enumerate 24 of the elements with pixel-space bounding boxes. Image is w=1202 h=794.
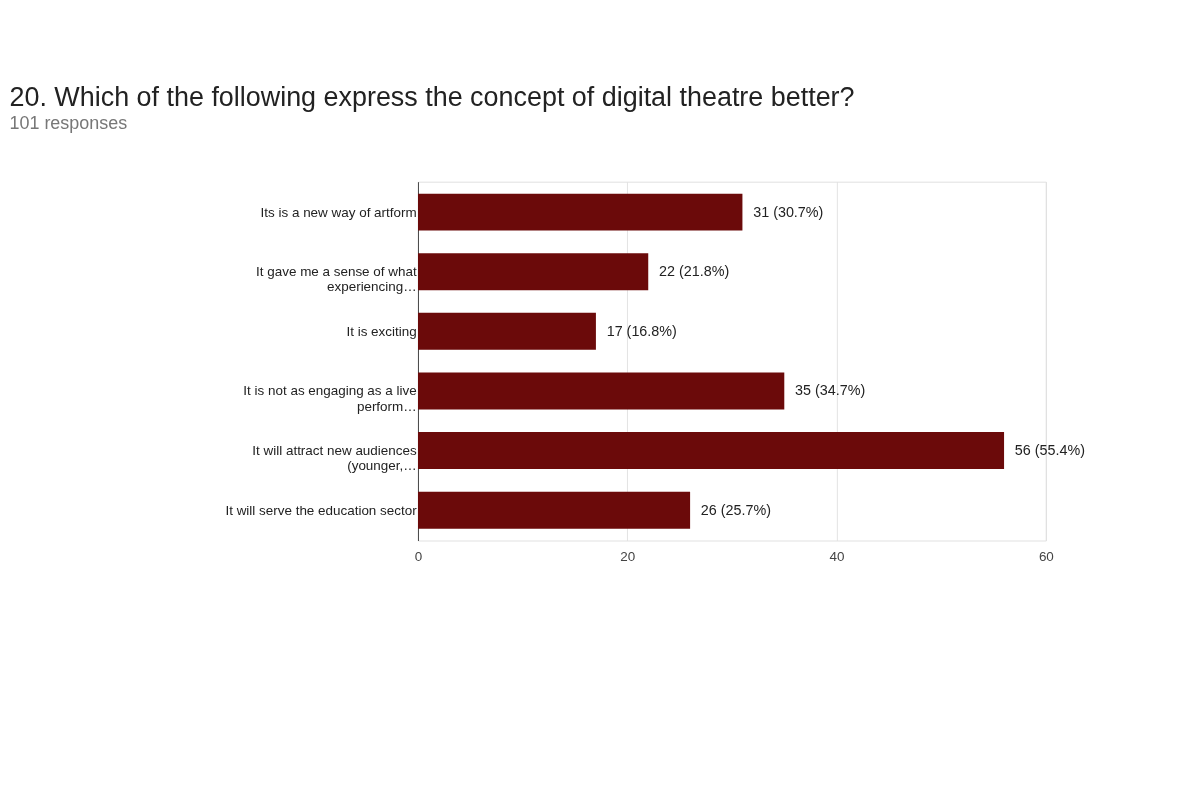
data-label: 35 (34.7%) xyxy=(795,382,866,399)
x-tick-label: 40 xyxy=(829,548,845,564)
bar xyxy=(418,372,785,410)
bar xyxy=(418,491,691,529)
y-tick-label: It will serve the education sector xyxy=(225,502,418,518)
y-tick-label: It gave me a sense of what experiencing… xyxy=(256,264,417,295)
data-label: 56 (55.4%) xyxy=(1014,442,1085,459)
chart-title: 20. Which of the following express the concept of digital theatre better? xyxy=(9,82,855,113)
x-tick-label: 60 xyxy=(1038,548,1054,564)
data-label: 22 (21.8%) xyxy=(659,263,730,280)
data-label: 26 (25.7%) xyxy=(700,501,772,518)
bar xyxy=(418,193,743,231)
y-tick-label: Its is a new way of artform xyxy=(260,204,417,220)
text: 101 responses xyxy=(9,112,128,133)
data-label: 31 (30.7%) xyxy=(753,203,824,220)
y-tick-label: It is exciting xyxy=(346,323,417,339)
y-tick-label: It will attract new audiences (younger,… xyxy=(252,443,417,474)
bar xyxy=(418,253,649,291)
x-tick-label: 0 xyxy=(414,548,423,564)
data-label: 17 (16.8%) xyxy=(606,322,677,339)
bar xyxy=(418,312,596,350)
bar xyxy=(418,432,1005,470)
x-tick-label: 20 xyxy=(620,548,636,564)
y-tick-label: It is not as engaging as a live perform… xyxy=(243,383,417,414)
